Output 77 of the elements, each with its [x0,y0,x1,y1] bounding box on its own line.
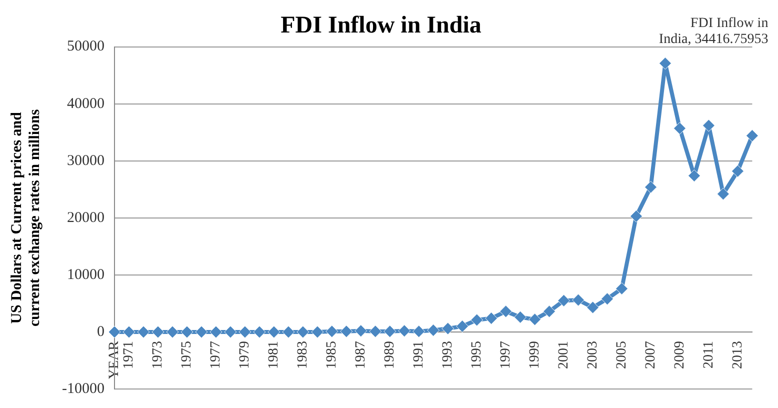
point [180,326,194,338]
point [282,326,295,338]
x-tick-label: 1979 [238,340,253,369]
point [500,305,512,318]
point [311,326,324,338]
y-tick-label: 50000 [66,38,104,55]
point [152,326,164,338]
point [616,282,628,295]
point [746,129,758,142]
x-tick-label: 1973 [150,340,166,369]
x-tick-label: 2007 [643,340,658,369]
point [630,210,643,222]
y-tick-label: 0 [96,324,104,340]
point [485,312,498,325]
y-tick-label: 20000 [66,210,104,226]
point [253,326,266,338]
point [716,188,730,200]
point [108,326,121,338]
x-tick-label: 1977 [208,340,224,369]
point [470,314,484,326]
point [528,313,542,326]
point [340,325,353,338]
point [688,169,700,182]
point [296,326,310,338]
point [354,324,368,338]
point [268,326,280,338]
y-tick-label: 10000 [66,266,104,283]
point [702,119,715,132]
x-tick-label: 1993 [440,340,456,369]
text: FDI Inflow in India, 34416.75953 [658,16,768,47]
point [122,326,136,338]
point [673,122,686,135]
point [572,294,585,306]
x-tick-label: 1989 [382,340,398,369]
x-tick-label: 1971 [122,340,137,369]
x-tick-label: 1981 [266,340,282,369]
x-tick-label: 1995 [470,340,484,369]
x-tick-label: 2011 [701,340,716,368]
point [601,292,614,306]
point [369,325,382,338]
point [398,324,411,338]
x-tick-label: 1975 [180,340,195,369]
point [514,310,527,324]
x-tick-label: 2013 [730,340,746,369]
point [586,301,600,314]
x-tick-label: 1997 [498,340,514,369]
point [558,294,570,307]
y-tick-label: 30000 [66,152,104,169]
x-tick-label: 1987 [354,340,369,369]
x-tick-label: 2001 [556,340,572,369]
point [326,325,338,338]
point [412,325,426,338]
x-tick-label: 1983 [296,340,311,369]
point [195,326,208,338]
y-tick-label: 40000 [66,96,104,112]
x-tick-label: 2005 [614,340,630,369]
point [442,322,454,335]
point [658,57,672,70]
point [224,326,237,338]
x-tick-label: 2009 [672,340,688,369]
point [543,305,556,318]
x-tick-label: 1999 [527,340,542,369]
chart-title: FDI Inflow in India [280,12,482,39]
point [456,320,469,333]
point [731,164,744,178]
x-tick-label: 1985 [324,340,340,369]
point [238,326,252,338]
point [644,180,657,194]
point [384,325,396,338]
point [427,324,440,337]
x-tick-label: 1991 [412,340,427,369]
y-tick-label: -10000 [62,380,104,397]
point [166,326,179,338]
x-tick-label: 2003 [585,340,600,369]
point [137,326,150,338]
point [210,326,222,338]
y-axis-title: US Dollars at Current prices and current exchange rates in millions [8,109,43,326]
